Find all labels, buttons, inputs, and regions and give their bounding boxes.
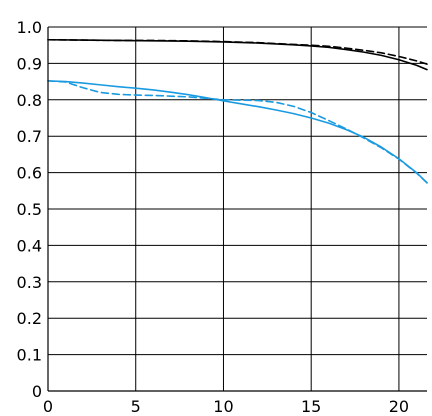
series-line-black-solid <box>47 38 428 71</box>
y-tick-label: 0.2 <box>17 309 42 328</box>
x-tick-label: 15 <box>301 397 321 416</box>
y-tick-label: 0.8 <box>17 91 42 110</box>
x-tick-label: 10 <box>213 397 233 416</box>
y-tick-label: 0.7 <box>17 127 42 146</box>
series-lines <box>47 38 428 184</box>
x-tick-label: 5 <box>131 397 141 416</box>
series-line-blue-dashed <box>47 80 428 184</box>
y-tick-label: 0.5 <box>17 200 42 219</box>
y-tick-label: 0.1 <box>17 346 42 365</box>
grid-lines <box>48 27 427 391</box>
series-line-black-dashed <box>47 38 428 65</box>
y-tick-label: 0.6 <box>17 164 42 183</box>
y-tick-label: 0.9 <box>17 54 42 73</box>
y-tick-label: 1.0 <box>17 18 42 37</box>
y-tick-label: 0.4 <box>17 236 42 255</box>
y-tick-label: 0 <box>32 382 42 401</box>
y-tick-label: 0.3 <box>17 273 42 292</box>
x-tick-label: 20 <box>389 397 409 416</box>
x-tick-label: 0 <box>43 397 53 416</box>
series-line-blue-solid <box>47 80 428 184</box>
plot-frame <box>47 26 427 392</box>
y-axis-tick-labels: 0 0.1 0.2 0.3 0.4 0.5 0.6 0.7 0.8 0.9 1.0 <box>17 18 42 401</box>
x-axis-tick-labels: 0 5 10 15 20 <box>43 397 409 416</box>
